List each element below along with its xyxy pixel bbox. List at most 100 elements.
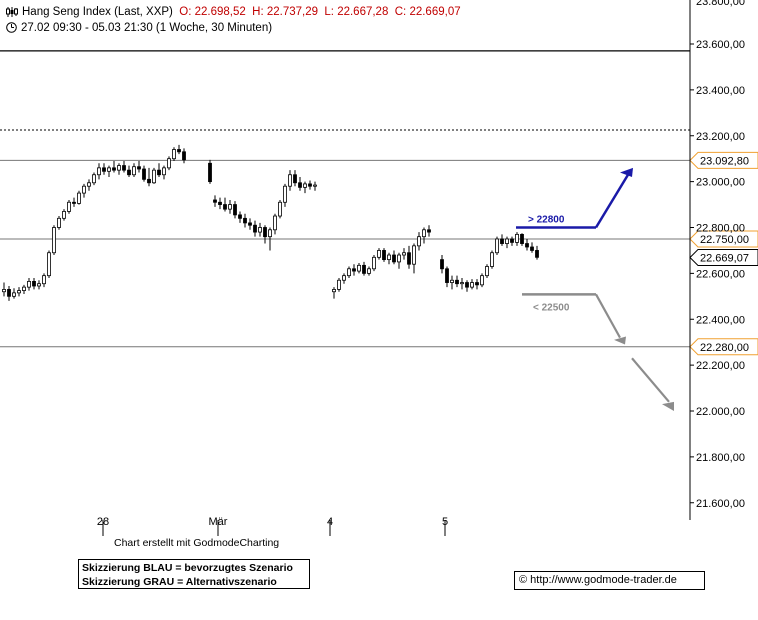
- candle-body: [342, 275, 346, 281]
- candle-body: [417, 236, 421, 247]
- candle-body: [495, 238, 499, 254]
- candle-body: [298, 182, 302, 188]
- blue-scenario-label: > 22800: [528, 215, 565, 226]
- chart-range-text: 27.02 09:30 - 05.03 21:30 (1 Woche, 30 M…: [21, 22, 273, 34]
- legend-blue: Skizzierung BLAU = bevorzugtes Szenario: [82, 562, 293, 574]
- candle-body: [147, 178, 151, 184]
- legend-grey: Skizzierung GRAU = Alternativszenario: [82, 576, 277, 588]
- chart-title: Hang Seng Index (Last, XXP): [22, 6, 173, 18]
- y-tick-label-top: 23.800,00: [696, 0, 745, 8]
- candle-body: [382, 250, 386, 261]
- candle-body: [127, 169, 131, 176]
- candle-body: [122, 165, 126, 171]
- level-label: 22.750,00: [700, 234, 749, 246]
- candle-body: [397, 254, 401, 263]
- candle-body: [233, 204, 237, 216]
- candle-body: [167, 158, 171, 169]
- candle-body: [273, 215, 277, 231]
- candle-body: [208, 162, 212, 183]
- grey-scenario-arrow-line-2: [631, 357, 670, 403]
- candle-body: [248, 222, 252, 226]
- candle-body: [377, 250, 381, 258]
- y-tick-label: 22.000,00: [696, 406, 745, 418]
- candle-body: [490, 252, 494, 267]
- candle-body: [357, 264, 361, 272]
- blue-scenario-arrow-line: [594, 174, 630, 229]
- candle-body: [278, 201, 282, 217]
- grey-scenario-label: < 22500: [533, 302, 570, 313]
- candle-body: [137, 166, 141, 170]
- y-tick-label: 23.400,00: [696, 85, 745, 97]
- horizontal-levels: 23.092,80 22.750,00 22.280,00 22.669,07: [0, 50, 758, 356]
- scenario-sketches: > 22800 < 22500: [516, 167, 674, 411]
- high-value: H: 22.737,29: [252, 6, 319, 18]
- candle-body: [223, 204, 227, 210]
- candle-body: [412, 245, 416, 265]
- candle-body: [515, 233, 519, 243]
- candle-body: [422, 229, 426, 238]
- y-tick-label: 22.800,00: [696, 223, 745, 235]
- x-tick-label: 5: [442, 516, 448, 528]
- candle-body: [62, 211, 66, 219]
- scenario-legend: Skizzierung BLAU = bevorzugtes Szenario …: [78, 559, 310, 589]
- candle-body: [465, 282, 469, 288]
- candle-body: [117, 165, 121, 171]
- last-price-label: 22.669,07: [700, 253, 749, 265]
- candle-body: [337, 279, 341, 290]
- candle-body: [510, 238, 514, 243]
- candle-body: [182, 151, 186, 161]
- x-tick-label: 28: [97, 516, 109, 528]
- candle-body: [82, 185, 86, 194]
- close-value: C: 22.669,07: [394, 6, 461, 18]
- level-marker: [689, 338, 758, 356]
- y-tick-label: 22.400,00: [696, 314, 745, 326]
- candle-body: [470, 282, 474, 288]
- level-marker: [689, 151, 758, 169]
- candle-body: [172, 149, 176, 160]
- chart-range: 27.02 09:30 - 05.03 21:30 (1 Woche, 30 M…: [6, 22, 272, 34]
- candle-body: [372, 256, 376, 270]
- candle-body: [520, 233, 524, 244]
- candle-body: [392, 254, 396, 263]
- chart-credit: Chart erstellt mit GodmodeCharting: [114, 537, 280, 549]
- y-tick-label: 23.600,00: [696, 39, 745, 51]
- candle-body: [402, 252, 406, 256]
- candle-body: [445, 268, 449, 283]
- candle-body: [228, 204, 232, 210]
- candle-body: [440, 259, 444, 270]
- candle-body: [238, 214, 242, 219]
- x-tick-label: Mär: [209, 516, 228, 528]
- candle-body: [77, 192, 81, 204]
- grey-scenario-arrow-line-1: [595, 293, 621, 339]
- candle-body: [362, 264, 366, 274]
- low-value: L: 22.667,28: [324, 6, 389, 18]
- candle-body: [42, 275, 46, 285]
- candle-body: [17, 290, 21, 294]
- candle-body: [22, 286, 26, 291]
- y-tick-label: 23.200,00: [696, 131, 745, 143]
- candle-body: [475, 282, 479, 286]
- candle-body: [530, 246, 534, 251]
- candle-body: [253, 224, 257, 233]
- candle-body: [92, 174, 96, 184]
- candle-body: [157, 169, 161, 176]
- y-tick-label: 22.200,00: [696, 360, 745, 372]
- candle-body: [112, 167, 116, 171]
- x-tick-label: 4: [327, 516, 333, 528]
- candle-body: [505, 238, 509, 244]
- candle-body: [525, 243, 529, 248]
- candle-body: [500, 238, 504, 244]
- candle-body: [32, 281, 36, 287]
- candle-body: [480, 275, 484, 286]
- level-marker: [689, 230, 758, 248]
- candle-body: [387, 254, 391, 261]
- x-axis: 28 Mär 4 5: [97, 516, 448, 536]
- candle-body: [347, 268, 351, 277]
- candle-body: [213, 199, 217, 203]
- candle-body: [303, 183, 307, 188]
- y-tick-label: 23.000,00: [696, 177, 745, 189]
- source-link[interactable]: © http://www.godmode-trader.de: [514, 571, 705, 590]
- candle-body: [460, 282, 464, 285]
- blue-scenario-arrowhead: [620, 167, 633, 178]
